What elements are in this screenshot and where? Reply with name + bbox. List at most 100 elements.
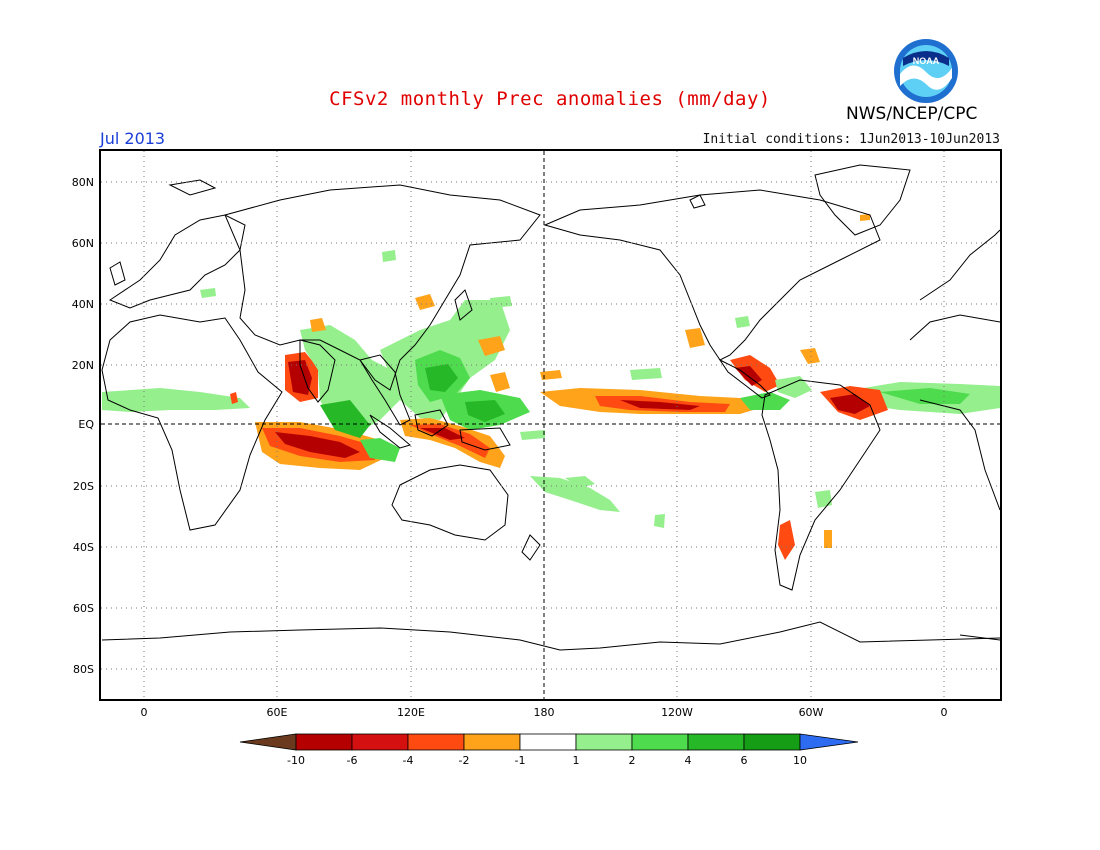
anomaly-region (654, 514, 665, 528)
anomaly-region (880, 388, 970, 404)
lat-axis: 80N 60N 40N 20N EQ 20S 40S 60S 80S (72, 176, 95, 676)
colorbar-label: -6 (347, 754, 358, 767)
island-svalbard (689, 194, 706, 209)
colorbar-swatch (519, 733, 577, 751)
lat-label: 60N (72, 237, 94, 250)
colorbar-label: -1 (515, 754, 526, 767)
anomaly-region (288, 360, 312, 395)
anomaly-region (860, 214, 870, 221)
grid-lines (101, 151, 1000, 699)
colorbar-arrow-right (799, 733, 859, 751)
lon-label: 0 (141, 706, 148, 719)
anomaly-region (320, 400, 370, 438)
island-borneo (414, 409, 449, 437)
anomaly-region (830, 394, 870, 414)
lon-label: 0 (941, 706, 948, 719)
anomaly-region (540, 370, 562, 380)
colorbar-label: 10 (793, 754, 807, 767)
continent-africa (101, 314, 283, 531)
colorbar-swatch (743, 733, 801, 751)
colorbar-swatch (463, 733, 521, 751)
colorbar-arrow-left (239, 733, 297, 751)
lon-label: 180 (534, 706, 555, 719)
forecast-month: Jul 2013 (100, 129, 166, 148)
island-uk (109, 261, 126, 286)
logo-text: NOAA (913, 56, 940, 66)
anomaly-region (102, 388, 250, 412)
lat-label: 20N (72, 359, 94, 372)
anomaly-region (685, 328, 705, 348)
lat-label: 80N (72, 176, 94, 189)
anomaly-region (425, 364, 458, 392)
initial-conditions: Initial conditions: 1Jun2013-10Jun2013 (702, 132, 1000, 147)
anomaly-region (630, 368, 662, 380)
anomaly-region (775, 376, 812, 398)
lat-label: 60S (73, 602, 94, 615)
lat-label: 40S (73, 541, 94, 554)
continent-australia (391, 464, 509, 541)
colorbar-swatch (407, 733, 465, 751)
colorbar-swatch (631, 733, 689, 751)
lat-label: EQ (78, 418, 94, 431)
anomaly-region (360, 438, 400, 462)
continent-antarctica-left (959, 634, 1000, 641)
island-japan (454, 289, 473, 321)
colorbar-label: 4 (685, 754, 692, 767)
continent-asia (224, 184, 541, 391)
agency-label: NWS/NCEP/CPC (846, 104, 978, 124)
continent-africa-east (909, 314, 1000, 341)
anomaly-region (230, 392, 238, 404)
anomaly-region (740, 392, 790, 410)
colorbar-label: -2 (459, 754, 470, 767)
colorbar: -10 -6 -4 -2 -1 1 2 4 6 10 (239, 733, 859, 767)
anomaly-region (520, 430, 545, 440)
anomaly-region (410, 424, 490, 458)
anomaly-region (415, 294, 435, 310)
island-sumatra (369, 414, 412, 449)
lon-label: 60W (799, 706, 824, 719)
continent-africa-east-coast (919, 399, 1000, 511)
colorbar-swatch (351, 733, 409, 751)
lat-label: 20S (73, 480, 94, 493)
anomaly-region (490, 296, 512, 308)
island-arctic (168, 179, 217, 196)
continent-greenland (814, 164, 911, 236)
anomaly-region (420, 428, 465, 440)
continent-indochina (359, 354, 411, 426)
anomaly-region (778, 520, 795, 560)
colorbar-swatch (295, 733, 353, 751)
colorbar-label: 2 (629, 754, 636, 767)
continent-india (299, 339, 336, 403)
anomaly-region (382, 250, 396, 262)
anomaly-region (620, 400, 700, 410)
lon-label: 120E (397, 706, 425, 719)
anomaly-region (310, 318, 326, 332)
colorbar-swatch (575, 733, 633, 751)
lat-label: 40N (72, 298, 94, 311)
colorbar-label: 1 (573, 754, 580, 767)
anomaly-region (275, 432, 360, 458)
noaa-logo-icon: NOAA (894, 39, 958, 103)
colorbar-label: 6 (741, 754, 748, 767)
lon-axis: 0 60E 120E 180 120W 60W 0 (141, 706, 948, 719)
colorbar-label: -4 (403, 754, 414, 767)
colorbar-swatch (687, 733, 745, 751)
anomaly-region (478, 336, 505, 356)
continent-antarctica (101, 621, 1000, 651)
anomaly-region (565, 476, 595, 488)
anomaly-region (800, 348, 820, 364)
colorbar-label: -10 (287, 754, 305, 767)
anomaly-region (824, 530, 832, 548)
continent-europe (108, 214, 246, 309)
anomaly-region (465, 400, 505, 422)
continent-europe-east (919, 229, 1000, 301)
island-newzealand (521, 534, 541, 561)
continent-central-america (718, 358, 771, 399)
continent-south-america (761, 379, 881, 591)
coastlines (101, 164, 1000, 651)
lat-label: 80S (73, 663, 94, 676)
anomaly-region (735, 316, 750, 328)
plot-frame (99, 149, 1002, 701)
anomaly-region (815, 490, 832, 508)
